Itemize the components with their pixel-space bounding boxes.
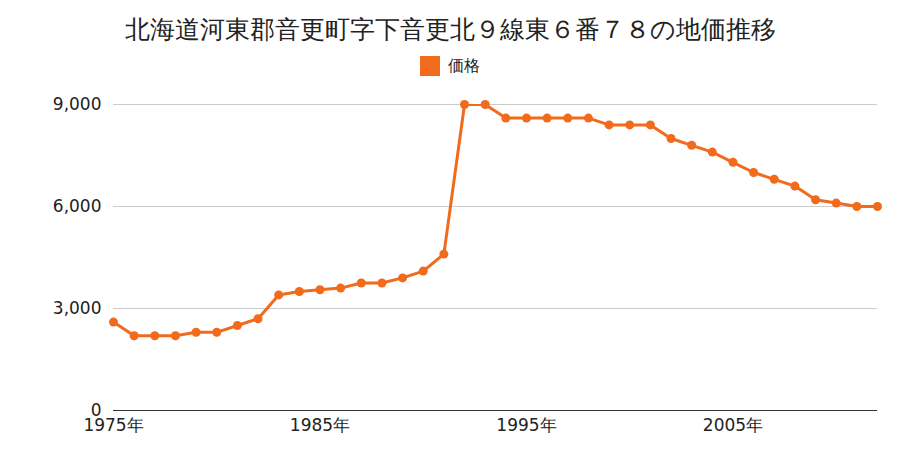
html-text:北海道河東郡音更町字下音更北９線東６番７８の地価推移: 北海道河東郡音更町字下音更北９線東６番７８の地価推移 <box>124 15 776 44</box>
svg-text:6,000: 6,000 <box>53 196 102 216</box>
svg-text:1975年: 1975年 <box>83 414 144 435</box>
svg-text:0: 0 <box>91 400 102 420</box>
svg-text:9,000: 9,000 <box>53 94 102 114</box>
svg-text:2005年: 2005年 <box>703 415 763 435</box>
svg-text:1985年: 1985年 <box>290 415 350 435</box>
html-text:価格: 価格 <box>448 55 480 75</box>
svg-text:1995年: 1995年 <box>496 415 556 435</box>
svg-text:3,000: 3,000 <box>53 298 102 318</box>
